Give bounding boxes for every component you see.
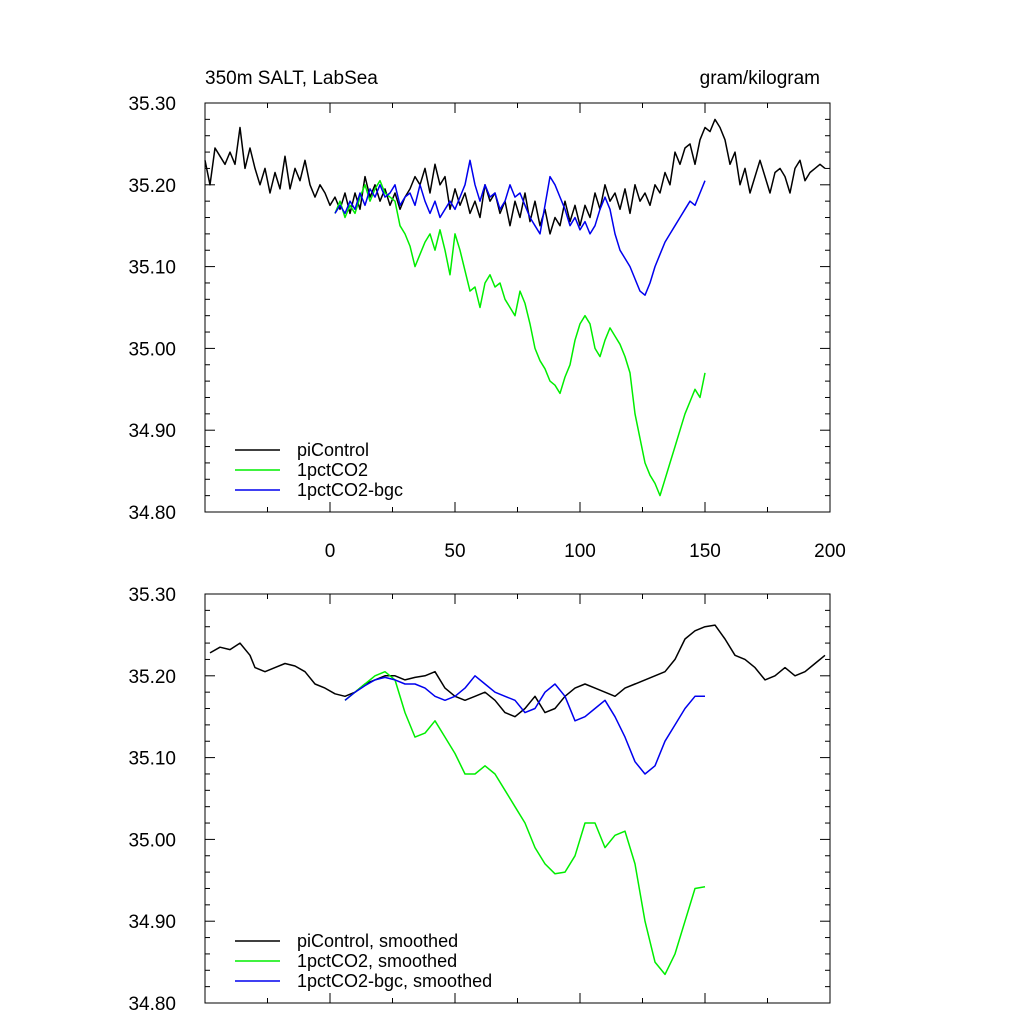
series-line-picontrol-smoothed [209, 624, 826, 718]
series-line-1pctco2 [334, 179, 706, 497]
series-line-picontrol [204, 118, 826, 235]
legend-label: 1pctCO2 [297, 460, 368, 480]
y-tick-label: 35.00 [128, 830, 176, 851]
x-tick-label: 50 [444, 541, 465, 562]
y-tick-label: 34.80 [128, 994, 176, 1015]
series-line-1pctco2-bgc [334, 159, 706, 296]
legend-label: 1pctCO2, smoothed [297, 951, 457, 971]
x-tick-label: 0 [325, 541, 336, 562]
legend-label: piControl, smoothed [297, 931, 458, 951]
y-tick-label: 35.10 [128, 749, 176, 770]
x-tick-label: 200 [814, 541, 846, 562]
y-tick-label: 35.30 [128, 94, 176, 115]
series-line-1pctco2-bgc-smoothed [344, 675, 705, 775]
y-tick-label: 35.30 [128, 585, 176, 606]
x-tick-label: 100 [564, 541, 596, 562]
y-tick-label: 35.00 [128, 339, 176, 360]
y-tick-label: 35.20 [128, 176, 176, 197]
legend-label: 1pctCO2-bgc, smoothed [297, 971, 492, 991]
y-tick-label: 34.90 [128, 912, 176, 933]
legend-label: piControl [297, 440, 369, 460]
x-tick-label: 150 [689, 541, 721, 562]
y-tick-label: 35.20 [128, 667, 176, 688]
units-label: gram/kilogram [700, 68, 820, 89]
legend-label: 1pctCO2-bgc [297, 480, 403, 500]
series-line-1pctco2-smoothed [344, 670, 706, 976]
y-tick-label: 34.90 [128, 421, 176, 442]
chart-panel-1: 34.80 34.90 35.00 35.10 35.20 35.30 0 50 100 150 2… [128, 68, 845, 562]
chart-panel-2: 34.80 34.90 35.00 35.10 35.20 35.30 piControl,… [128, 585, 831, 1015]
chart-title: 350m SALT, LabSea [205, 68, 378, 89]
y-tick-label: 34.80 [128, 503, 176, 524]
y-tick-label: 35.10 [128, 258, 176, 279]
